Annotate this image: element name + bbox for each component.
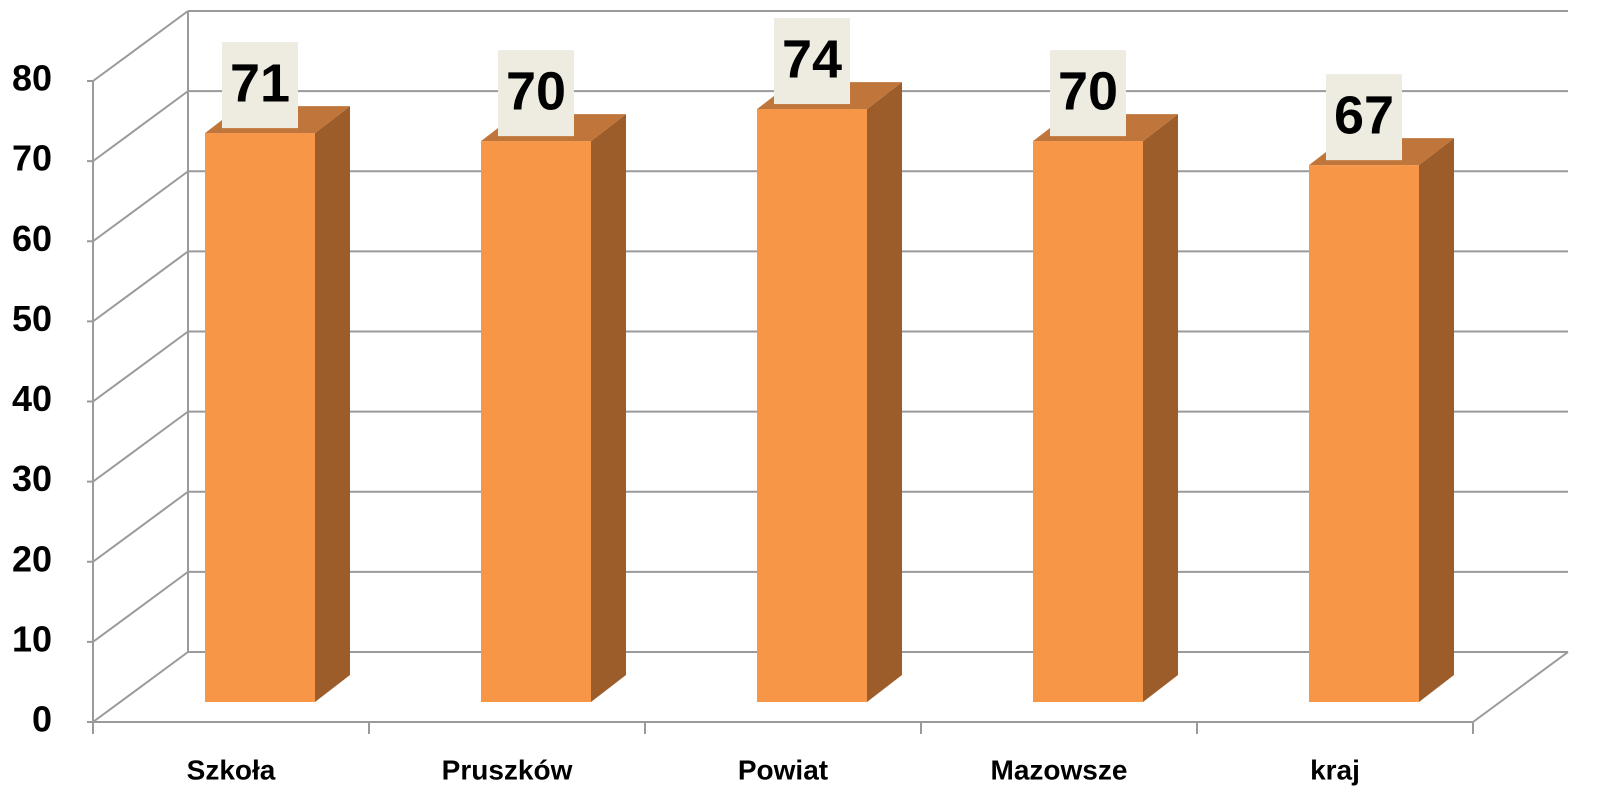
grid-line-side	[92, 10, 189, 82]
value-label: 70	[1058, 61, 1118, 121]
value-label-box	[222, 42, 298, 129]
bar-side	[591, 114, 626, 702]
value-label: 70	[506, 61, 566, 121]
y-tick-label: 20	[12, 538, 52, 579]
bar	[481, 141, 591, 702]
bar	[1033, 141, 1143, 702]
y-tick-label: 10	[12, 618, 52, 659]
value-label-box	[1050, 50, 1126, 137]
value-label: 71	[230, 53, 290, 113]
grid-line-side	[92, 410, 189, 483]
grid-line-side	[92, 330, 189, 403]
floor-right	[1472, 651, 1569, 723]
grid-line-side	[92, 651, 189, 723]
grid-line-side	[92, 490, 189, 563]
grid-line-side	[92, 90, 189, 162]
grid-line-side	[92, 571, 189, 643]
y-tick-label: 70	[12, 138, 52, 179]
x-tick-label: Pruszków	[442, 754, 573, 785]
grid-line-side	[92, 170, 189, 243]
bar-side	[867, 82, 902, 702]
bar	[757, 109, 867, 702]
y-tick-label: 0	[32, 699, 52, 740]
y-tick-label: 30	[12, 458, 52, 499]
bar-side	[315, 106, 350, 703]
bar-side	[1143, 114, 1178, 702]
value-label: 74	[782, 29, 842, 89]
bar	[205, 133, 315, 703]
y-tick-label: 80	[12, 58, 52, 99]
y-tick-label: 50	[12, 298, 52, 339]
y-tick-label: 40	[12, 378, 52, 419]
y-tick-label: 60	[12, 218, 52, 259]
grid-line-side	[92, 250, 189, 323]
x-tick-label: kraj	[1310, 754, 1360, 785]
x-tick-label: Powiat	[738, 754, 828, 785]
value-label: 67	[1334, 85, 1394, 145]
x-tick-label: Szkoła	[187, 754, 276, 785]
bar-side	[1419, 138, 1454, 703]
value-label-box	[1326, 74, 1402, 161]
value-label-box	[774, 18, 850, 105]
value-label-box	[498, 50, 574, 137]
x-tick-label: Mazowsze	[991, 754, 1128, 785]
bar	[1309, 165, 1419, 703]
